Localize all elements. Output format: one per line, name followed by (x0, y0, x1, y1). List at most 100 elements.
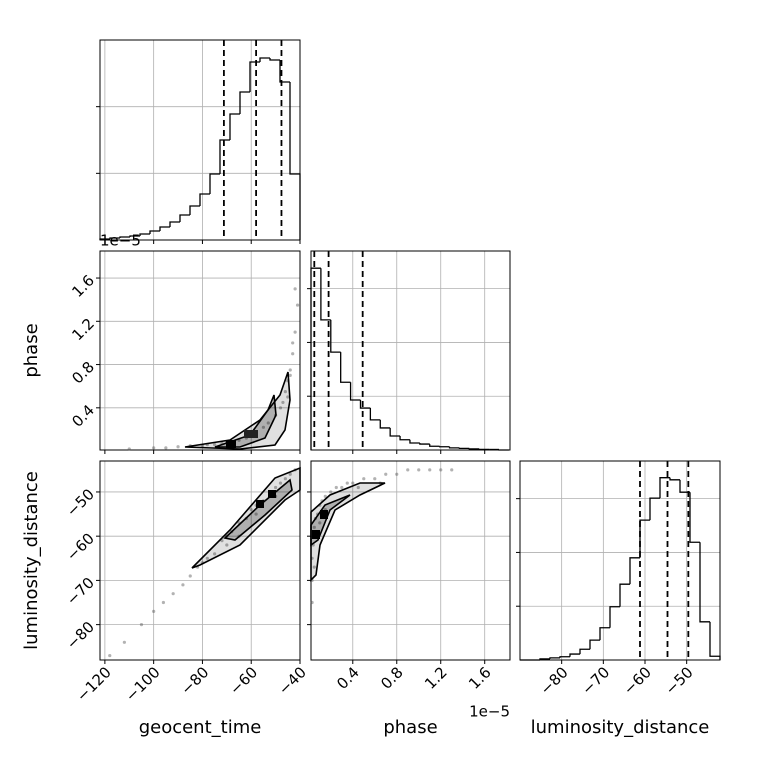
sample-point (291, 352, 295, 356)
sample-point (188, 574, 192, 578)
sample-point (334, 485, 338, 490)
density-cell (226, 440, 236, 448)
density-cell (244, 430, 258, 438)
sample-point (362, 477, 366, 481)
sample-point (329, 490, 333, 494)
y-tick-label: −50 (63, 485, 98, 520)
y-tick-label: −60 (63, 529, 98, 564)
x-tick-label: −60 (226, 663, 261, 698)
hist-step (109, 237, 120, 239)
sample-point (293, 287, 297, 291)
hist-step (699, 542, 710, 623)
hist-step (649, 497, 660, 521)
hist-step (589, 639, 600, 650)
density-cell (268, 490, 276, 498)
sample-point (225, 543, 229, 547)
sample-point (205, 556, 209, 560)
hist-step (209, 173, 220, 194)
x-axis-label: luminosity_distance (531, 717, 710, 738)
sample-point (181, 583, 185, 587)
sample-point (373, 477, 377, 481)
x-tick-label: 0.4 (333, 663, 363, 693)
sample-point (171, 592, 175, 596)
sample-point (428, 468, 432, 472)
hist-step (399, 436, 410, 441)
sample-point (323, 494, 327, 498)
panel-frame (99, 250, 301, 451)
x-tick-label: −100 (122, 663, 164, 705)
y-axis-label: phase (21, 323, 42, 377)
x-tick-label: −120 (73, 663, 115, 705)
hist-step (669, 477, 680, 481)
sample-point (406, 468, 410, 472)
x-tick-label: −60 (620, 663, 655, 698)
hist-step (219, 139, 230, 174)
sample-point (384, 472, 388, 476)
x-tick-label: 0.8 (377, 663, 407, 693)
hist-step (199, 193, 210, 206)
sample-point (213, 442, 217, 447)
hist-step (429, 444, 440, 447)
hist-step (269, 58, 280, 61)
sample-point (254, 512, 258, 516)
hist-step (468, 448, 480, 450)
sample-point (164, 446, 168, 450)
sample-point (450, 468, 454, 472)
sample-point (152, 609, 156, 613)
sample-point (108, 653, 112, 658)
hist-step (239, 91, 250, 114)
x-tick-label: 1.2 (421, 663, 451, 693)
hist-step (498, 449, 509, 451)
hist-step (349, 382, 361, 401)
sample-point (312, 565, 316, 569)
hist-step (609, 606, 620, 628)
sample-point (439, 468, 443, 472)
hist-step (149, 230, 160, 234)
hist-step (549, 657, 560, 659)
hist-step (438, 446, 450, 448)
sample-point (176, 445, 180, 449)
y-axis-label: luminosity_distance (21, 471, 42, 650)
hist-step (689, 492, 700, 543)
hist-step (629, 557, 640, 585)
sample-point (288, 368, 292, 372)
hist-step (330, 319, 341, 353)
sample-point (318, 521, 322, 525)
x-tick-label: −50 (662, 663, 697, 698)
hist-step (679, 479, 690, 493)
hist-step (340, 352, 351, 383)
sample-point (127, 447, 131, 451)
hist-step (419, 443, 430, 445)
sample-point (295, 303, 300, 307)
offset-text: 1e−5 (469, 703, 510, 721)
hist-step (320, 268, 331, 321)
hist-step (409, 439, 420, 444)
sample-point (139, 623, 144, 627)
hist-step (599, 627, 610, 641)
y-tick-label: −70 (63, 574, 98, 609)
sample-point (261, 425, 266, 429)
sample-point (351, 481, 355, 485)
hist-step (169, 221, 180, 227)
sample-point (310, 600, 314, 605)
sample-point (312, 525, 316, 529)
sample-point (356, 485, 360, 490)
hist-step (359, 399, 371, 409)
offset-text: 1e−5 (100, 232, 141, 250)
hist-step (569, 653, 580, 657)
sample-point (340, 485, 344, 490)
hist-step (159, 226, 170, 231)
hist-step (139, 233, 150, 236)
sample-point (283, 389, 287, 394)
sample-point (286, 395, 290, 399)
x-tick-label: −40 (275, 663, 310, 698)
y-tick-label: 0.4 (68, 401, 98, 431)
sample-point (417, 468, 421, 472)
density-cell (320, 510, 328, 519)
sample-point (122, 640, 126, 644)
x-tick-label: 1.6 (465, 663, 495, 693)
x-axis-label: phase (383, 717, 437, 738)
hist-step (579, 648, 590, 655)
sample-point (293, 330, 297, 334)
